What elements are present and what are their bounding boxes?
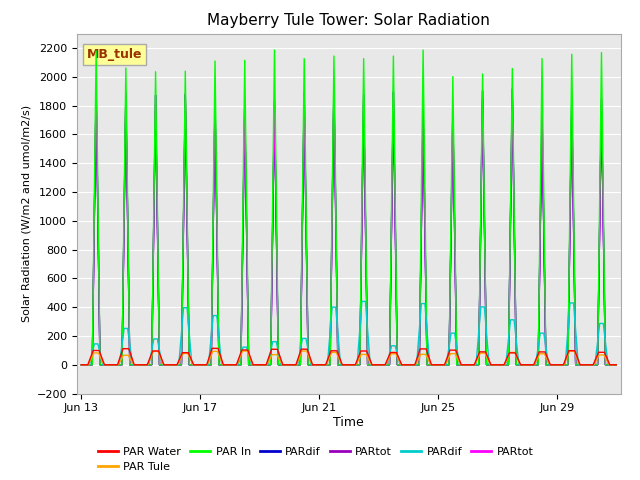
X-axis label: Time: Time [333, 416, 364, 429]
Title: Mayberry Tule Tower: Solar Radiation: Mayberry Tule Tower: Solar Radiation [207, 13, 490, 28]
Legend: PAR Water, PAR Tule, PAR In, PARdif, PARtot, PARdif, PARtot: PAR Water, PAR Tule, PAR In, PARdif, PAR… [93, 443, 538, 477]
Y-axis label: Solar Radiation (W/m2 and umol/m2/s): Solar Radiation (W/m2 and umol/m2/s) [21, 105, 31, 322]
Text: MB_tule: MB_tule [86, 48, 142, 61]
